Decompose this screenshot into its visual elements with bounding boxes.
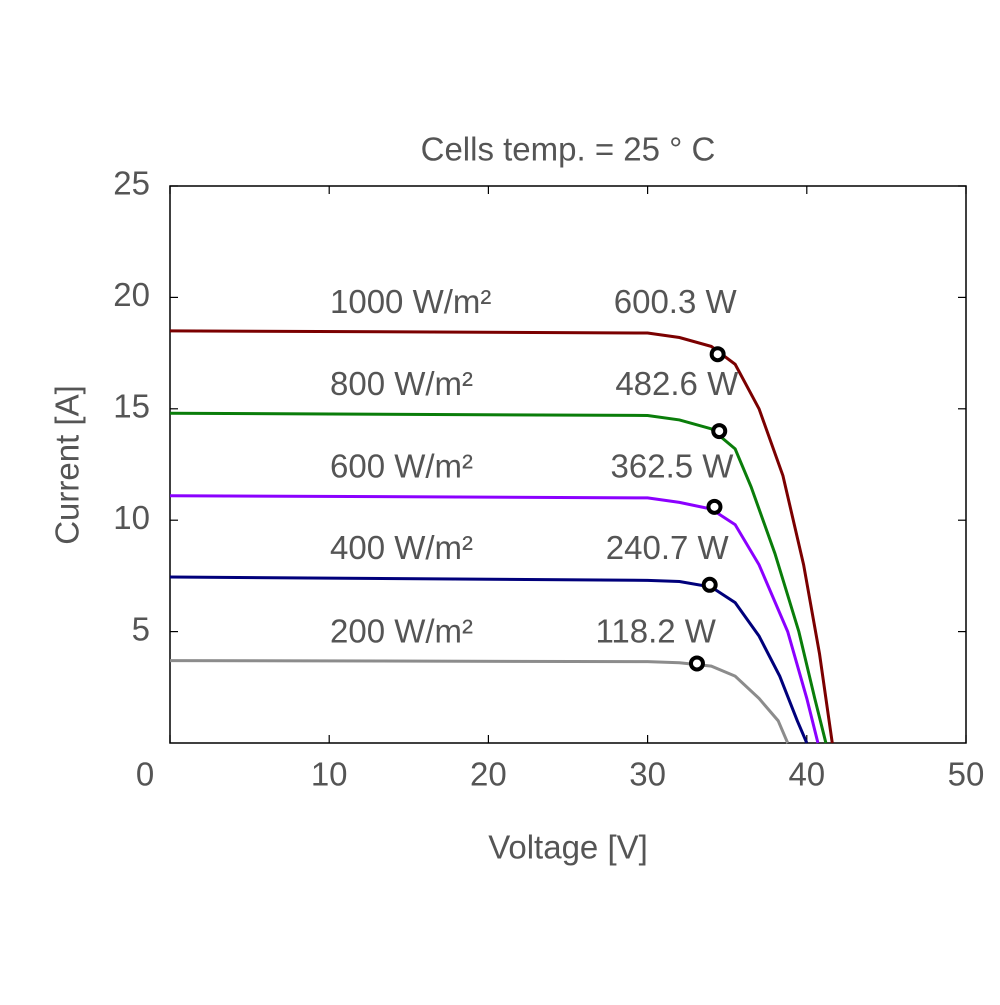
y-tick-label: 5 (132, 610, 150, 647)
mpp-marker (701, 576, 718, 593)
mpp-marker (688, 655, 705, 672)
chart-title: Cells temp. = 25 ° C (421, 131, 716, 168)
iv-curve (169, 329, 834, 744)
power-label: 118.2 W (595, 613, 716, 650)
irradiance-label: 400 W/m² (330, 529, 473, 566)
irradiance-label: 1000 W/m² (330, 283, 491, 320)
x-tick-label: 0 (136, 756, 154, 793)
power-label: 482.6 W (615, 365, 739, 402)
mpp-marker (706, 498, 723, 515)
irradiance-label: 800 W/m² (330, 365, 473, 402)
y-axis-label: Current [A] (49, 385, 86, 545)
y-tick-label: 15 (113, 388, 150, 425)
iv-curve (169, 494, 820, 744)
power-label: 240.7 W (606, 529, 730, 566)
iv-curve (169, 411, 828, 744)
power-label: 362.5 W (611, 448, 735, 485)
iv-curve (169, 575, 809, 744)
irradiance-label: 200 W/m² (330, 613, 473, 650)
plot-frame (169, 185, 967, 744)
x-tick-label: 50 (948, 756, 985, 793)
iv-curve (169, 659, 790, 744)
x-tick-label: 40 (788, 756, 825, 793)
y-tick-label: 25 (113, 165, 150, 202)
power-label: 600.3 W (614, 283, 738, 320)
mpp-marker (709, 346, 726, 363)
x-axis-label: Voltage [V] (488, 829, 648, 866)
mpp-marker (711, 423, 728, 440)
irradiance-label: 600 W/m² (330, 448, 473, 485)
x-tick-label: 10 (311, 756, 348, 793)
x-tick-label: 20 (470, 756, 507, 793)
x-tick-label: 30 (629, 756, 666, 793)
y-tick-label: 10 (113, 499, 150, 536)
y-tick-label: 20 (113, 276, 150, 313)
